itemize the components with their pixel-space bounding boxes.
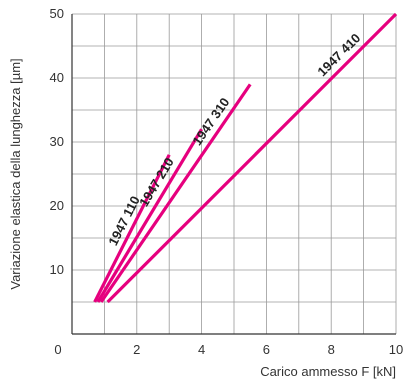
y-tick-label: 10 (50, 262, 64, 277)
x-tick-label: 6 (263, 342, 270, 357)
series-line (93, 154, 171, 303)
y-tick-label: 30 (50, 134, 64, 149)
x-tick-label: 0 (54, 342, 61, 357)
x-tick-label: 2 (133, 342, 140, 357)
y-tick-label: 50 (50, 6, 64, 21)
x-axis-label: Carico ammesso F [kN] (260, 364, 396, 379)
axes (71, 14, 396, 335)
x-tick-label: 10 (389, 342, 403, 357)
series-line (96, 128, 203, 303)
series-line (99, 83, 252, 303)
y-tick-label: 40 (50, 70, 64, 85)
x-tick-label: 8 (328, 342, 335, 357)
tick-labels: 0 2 4 6 8 10 10 20 30 40 50 (50, 6, 404, 357)
y-axis-label: Variazione elastica della lunghezza [µm] (8, 58, 23, 289)
series-lines (93, 12, 398, 304)
series-line (106, 12, 398, 304)
y-tick-label: 20 (50, 198, 64, 213)
x-tick-label: 4 (198, 342, 205, 357)
